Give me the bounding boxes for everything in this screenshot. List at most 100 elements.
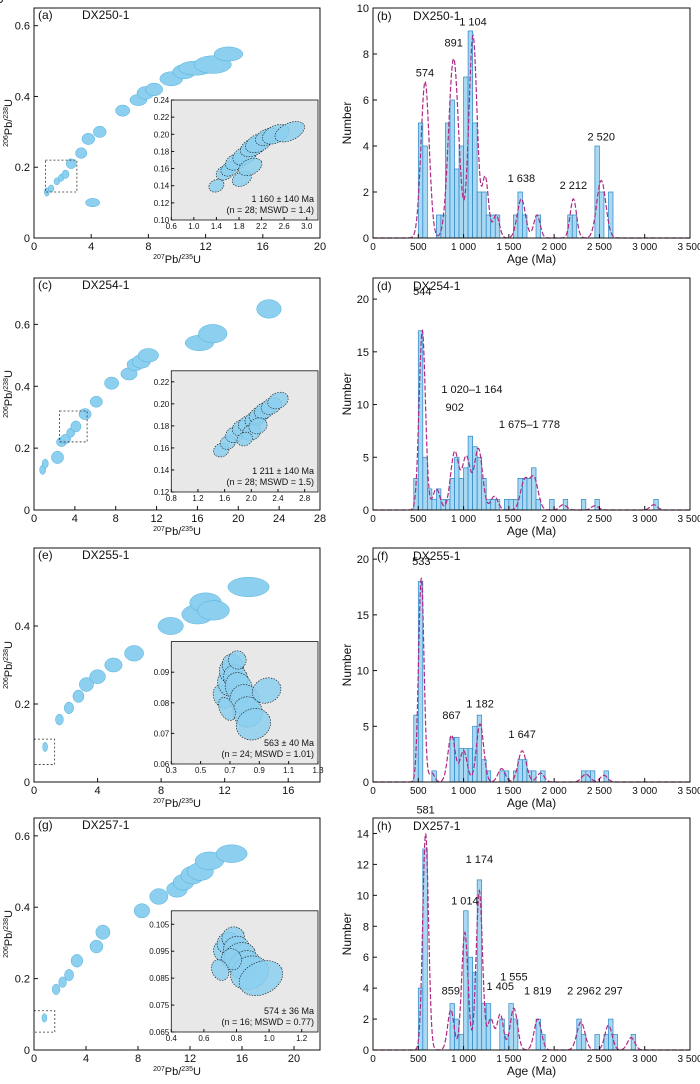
y-axis-label-part: 238 bbox=[3, 107, 10, 119]
error-ellipse bbox=[65, 158, 77, 169]
inset-ellipse bbox=[274, 121, 305, 143]
x-tick-label: 1 500 bbox=[496, 242, 521, 253]
inset-ellipse bbox=[208, 179, 225, 193]
inset-y-tick-label: 0.22 bbox=[154, 378, 170, 387]
error-ellipse bbox=[124, 645, 144, 662]
peak-label: 544 bbox=[413, 286, 431, 298]
error-ellipse bbox=[51, 983, 61, 995]
age-label: 500 bbox=[0, 0, 18, 3]
x-tick-label: 1 000 bbox=[451, 786, 476, 797]
x-axis-label: Age (Ma) bbox=[507, 796, 556, 810]
inset-y-tick-label: 0.105 bbox=[149, 920, 170, 929]
age-label: 1 500 bbox=[0, 0, 14, 3]
y-axis-label: 206Pb/238U bbox=[3, 370, 15, 418]
error-ellipse bbox=[89, 939, 104, 954]
x-tick-label: 8 bbox=[113, 513, 119, 525]
histogram-bar bbox=[485, 214, 492, 239]
sample-name: DX255-1 bbox=[82, 548, 130, 562]
inset-y-tick-label: 0.22 bbox=[154, 113, 170, 122]
x-tick-label: 1 000 bbox=[451, 1054, 476, 1065]
peak-label: 1 182 bbox=[466, 699, 494, 711]
error-ellipse bbox=[55, 713, 64, 726]
x-tick-label: 0 bbox=[370, 242, 376, 253]
kde-curve bbox=[373, 328, 690, 511]
peak-label: 902 bbox=[446, 402, 464, 414]
histogram-bar bbox=[599, 191, 605, 239]
error-ellipse bbox=[53, 177, 60, 186]
panel-label: (d) bbox=[377, 279, 392, 293]
inset-y-tick-label: 0.24 bbox=[154, 96, 170, 105]
age-label: 1 500 bbox=[0, 0, 14, 3]
histogram-bar bbox=[580, 499, 587, 511]
inset-plot: 4505005506000.30.50.70.91.11.30.060.070.… bbox=[0, 0, 324, 775]
y-tick-label: 0 bbox=[363, 1045, 369, 1057]
panel-label: (a) bbox=[38, 8, 53, 22]
x-axis-label-part: Pb/ bbox=[165, 254, 182, 266]
y-tick-label: 10 bbox=[357, 666, 369, 678]
sample-name: DX257-1 bbox=[82, 818, 130, 832]
inset-x-tick-label: 1.1 bbox=[283, 766, 295, 775]
age-label: 500 bbox=[0, 0, 18, 3]
histogram-bar bbox=[571, 214, 578, 239]
x-tick-label: 0 bbox=[31, 513, 37, 525]
histogram-bar bbox=[467, 748, 473, 783]
y-axis-label: 206Pb/238U bbox=[3, 99, 15, 147]
x-axis-label: Age (Ma) bbox=[507, 524, 556, 538]
age-label: 1 000 bbox=[0, 0, 14, 3]
age-label: 1 500 bbox=[0, 0, 14, 3]
error-ellipse bbox=[85, 198, 100, 208]
x-axis-label-part: Pb/ bbox=[165, 798, 182, 810]
age-label: 2 500 bbox=[0, 0, 14, 3]
y-tick-label: 20 bbox=[357, 554, 369, 566]
error-ellipse bbox=[104, 657, 123, 673]
x-tick-label: 500 bbox=[410, 514, 427, 525]
inset-x-tick-label: 0.3 bbox=[166, 766, 178, 775]
inset-x-tick-label: 0.8 bbox=[166, 494, 178, 503]
inset-y-tick-label: 0.12 bbox=[154, 199, 170, 208]
x-tick-label: 2 500 bbox=[587, 514, 612, 525]
x-axis-label-part: 207 bbox=[153, 1066, 165, 1073]
peak-label: 1 020–1 164 bbox=[441, 384, 502, 396]
zoom-box bbox=[33, 738, 56, 765]
error-ellipse bbox=[64, 969, 74, 981]
y-axis-label-part: Pb/ bbox=[3, 389, 15, 406]
y-tick-label: 20 bbox=[357, 294, 369, 306]
x-tick-label: 2 000 bbox=[542, 1054, 567, 1065]
x-tick-label: 4 bbox=[72, 513, 78, 525]
y-tick-label: 0.6 bbox=[15, 21, 30, 33]
age-label: 500 bbox=[0, 0, 18, 3]
error-ellipse bbox=[42, 742, 48, 752]
age-label: 2 500 bbox=[0, 0, 14, 3]
zoom-box bbox=[59, 410, 88, 443]
histogram-bar bbox=[608, 191, 614, 239]
x-axis-label-part: U bbox=[193, 526, 201, 538]
histogram-bar bbox=[526, 478, 532, 511]
y-axis-label-part: 238 bbox=[3, 918, 10, 930]
histogram-bar bbox=[458, 1034, 464, 1051]
x-tick-label: 24 bbox=[273, 513, 285, 525]
y-axis-label-part: U bbox=[3, 641, 15, 649]
inset-ellipse bbox=[267, 391, 289, 410]
y-tick-label: 15 bbox=[357, 610, 369, 622]
histogram-bar bbox=[463, 910, 469, 1051]
inset-x-tick-label: 2.4 bbox=[272, 494, 284, 503]
error-ellipse bbox=[75, 147, 88, 159]
y-tick-label: 6 bbox=[363, 952, 369, 964]
sample-name: DX255-1 bbox=[413, 549, 461, 563]
age-label: 3 000 bbox=[0, 0, 14, 3]
inset-y-tick-label: 0.16 bbox=[154, 444, 170, 453]
y-axis-label-part: U bbox=[3, 910, 15, 918]
y-axis-label: Number bbox=[340, 644, 354, 687]
inset-x-tick-label: 0.4 bbox=[166, 1034, 178, 1043]
histogram-bar bbox=[458, 478, 464, 511]
histogram-bar bbox=[513, 214, 519, 239]
x-tick-label: 4 bbox=[94, 785, 100, 797]
histogram-panel-f: 0 500 1 000 1 500 2 000 2 500 3 000 3 500 0 5 10 15… bbox=[340, 547, 700, 810]
x-axis-label: 207Pb/235U bbox=[153, 1066, 201, 1078]
y-axis-label-part: 206 bbox=[3, 406, 10, 418]
error-ellipse bbox=[41, 458, 49, 469]
inset-x-tick-label: 0.6 bbox=[198, 1034, 210, 1043]
